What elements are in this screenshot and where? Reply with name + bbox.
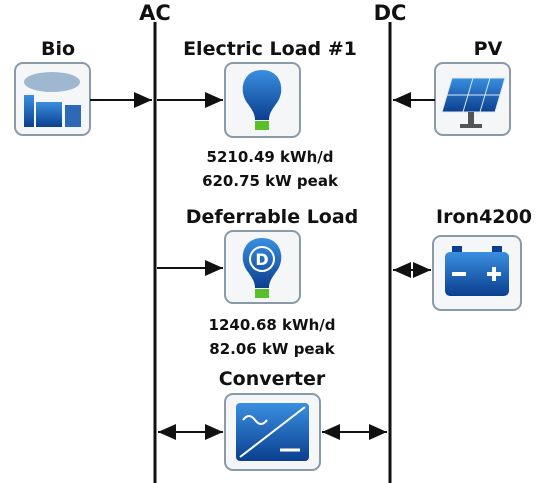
- bus-label: AC: [139, 1, 171, 25]
- node-detail: 82.06 kW peak: [209, 340, 335, 358]
- node-label: Deferrable Load: [186, 206, 359, 228]
- node-label: Converter: [219, 368, 326, 390]
- node-detail: 5210.49 kWh/d: [207, 148, 334, 166]
- deferrable-icon: D: [224, 230, 301, 304]
- node-label: Iron4200: [436, 206, 532, 228]
- node-detail: 1240.68 kWh/d: [209, 316, 336, 334]
- svg-text:D: D: [255, 250, 268, 269]
- converter-icon: [224, 393, 321, 471]
- pv-icon: [434, 62, 511, 136]
- bio-icon: [14, 62, 91, 136]
- bus-label: DC: [374, 1, 407, 25]
- battery-icon: [432, 235, 522, 311]
- node-label: Electric Load #1: [183, 38, 357, 60]
- node-label: Bio: [41, 38, 75, 60]
- node-label: PV: [474, 38, 503, 60]
- load-icon: [224, 62, 301, 138]
- node-detail: 620.75 kW peak: [202, 172, 339, 190]
